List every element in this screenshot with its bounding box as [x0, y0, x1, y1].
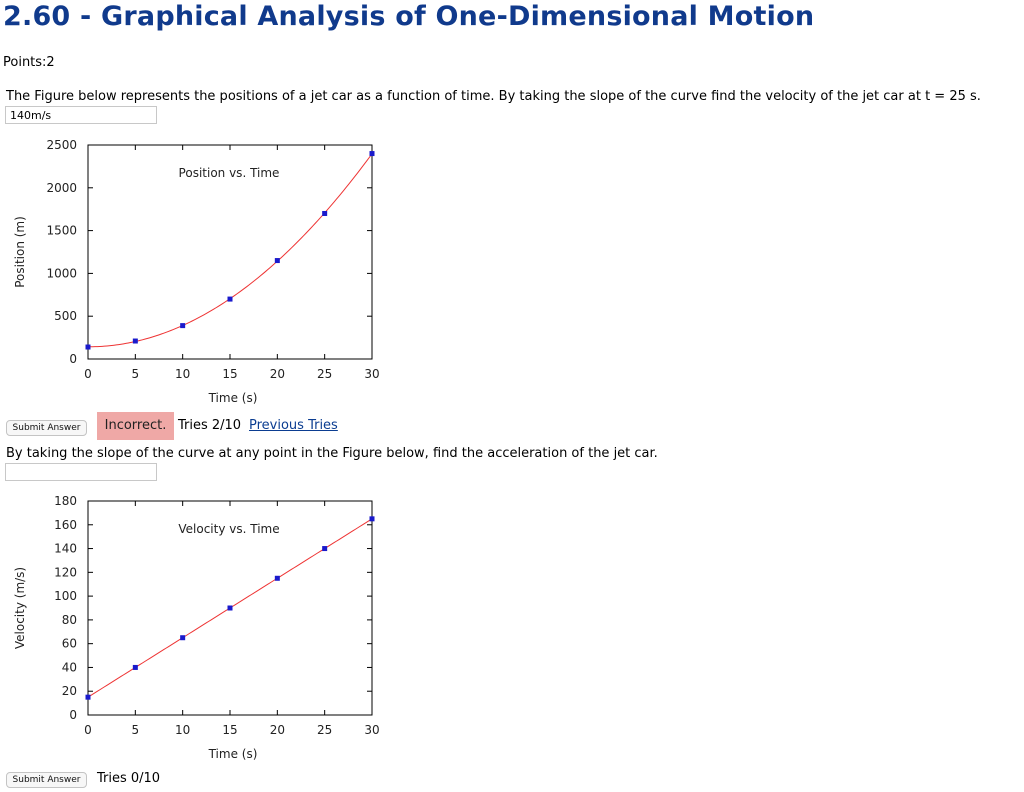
- chart2-x-tick-label: 20: [270, 723, 285, 737]
- chart2-data-point: [369, 516, 375, 522]
- question-1-submit-button[interactable]: Submit Answer: [6, 420, 87, 436]
- chart1-x-axis-label: Time (s): [208, 391, 258, 405]
- chart1-fit-curve: [87, 153, 373, 348]
- question-2-text: By taking the slope of the curve at any …: [6, 446, 658, 461]
- chart2-data-point: [85, 694, 91, 700]
- chart2-data-point: [322, 546, 328, 552]
- chart2-x-tick-label: 25: [317, 723, 332, 737]
- question-2-answer-input[interactable]: [5, 463, 157, 481]
- chart2-y-tick-label: 120: [54, 565, 77, 579]
- chart2-x-axis-label: Time (s): [208, 747, 258, 761]
- chart1-data-point: [132, 338, 138, 344]
- chart2-y-tick-label: 100: [54, 589, 77, 603]
- chart1-y-tick-label: 2500: [46, 138, 77, 152]
- chart1-data-point: [85, 344, 91, 350]
- chart2-y-tick-label: 160: [54, 518, 77, 532]
- chart2-y-tick-label: 180: [54, 494, 77, 508]
- chart1-y-tick-label: 1000: [46, 266, 77, 280]
- chart2-x-tick-label: 15: [222, 723, 237, 737]
- question-2-submit-button[interactable]: Submit Answer: [6, 772, 87, 788]
- question-1-tries-text: Tries 2/10: [178, 418, 242, 433]
- chart2-y-tick-label: 0: [69, 708, 77, 722]
- chart1-x-tick-label: 0: [84, 367, 92, 381]
- chart1-y-axis-label: Position (m): [13, 216, 27, 288]
- chart2-y-tick-label: 60: [62, 637, 77, 651]
- previous-tries-link[interactable]: Previous Tries: [249, 418, 338, 433]
- chart1-x-tick-label: 5: [132, 367, 140, 381]
- incorrect-status-badge: Incorrect.: [97, 412, 174, 440]
- question-1-text: The Figure below represents the position…: [6, 89, 981, 104]
- chart2-y-tick-label: 40: [62, 660, 77, 674]
- chart2-y-tick-label: 80: [62, 613, 77, 627]
- velocity-vs-time-chart: 0 5 10 15 20 25 30 0 20 40 60 80 100 120 140 160 180 Time…: [13, 494, 380, 761]
- chart1-y-tick-label: 0: [69, 352, 77, 366]
- chart2-chart-title: Velocity vs. Time: [178, 522, 279, 536]
- position-vs-time-chart: 0 5 10 15 20 25 30 0 500 1000 1500 2000 2500 Time (s)…: [13, 138, 380, 405]
- chart2-x-tick-label: 30: [364, 723, 379, 737]
- chart2-data-point: [180, 635, 186, 641]
- chart1-x-tick-label: 15: [222, 367, 237, 381]
- chart1-x-tick-label: 20: [270, 367, 285, 381]
- chart2-x-tick-label: 5: [132, 723, 140, 737]
- chart1-x-tick-label: 10: [175, 367, 190, 381]
- chart1-x-tick-label: 25: [317, 367, 332, 381]
- chart2-data-point: [132, 664, 138, 670]
- question-2-tries-text: Tries 0/10: [97, 771, 161, 786]
- chart2-data-point: [227, 605, 233, 611]
- chart1-data-point: [322, 210, 328, 216]
- chart1-data-point: [369, 151, 375, 157]
- chart2-y-tick-label: 140: [54, 542, 77, 556]
- chart1-data-point: [227, 296, 233, 302]
- chart1-chart-title: Position vs. Time: [179, 166, 280, 180]
- chart1-data-point: [180, 323, 186, 329]
- chart2-x-tick-label: 10: [175, 723, 190, 737]
- points-label: Points:2: [3, 55, 55, 70]
- chart2-y-axis-label: Velocity (m/s): [13, 567, 27, 649]
- chart2-data-point: [274, 575, 280, 581]
- chart1-x-tick-label: 30: [364, 367, 379, 381]
- chart2-y-tick-label: 20: [62, 684, 77, 698]
- question-1-answer-input[interactable]: [5, 106, 157, 124]
- page-title: 2.60 - Graphical Analysis of One-Dimensi…: [3, 1, 815, 32]
- chart2-x-tick-label: 0: [84, 723, 92, 737]
- chart1-y-tick-label: 2000: [46, 181, 77, 195]
- chart1-y-tick-label: 1500: [46, 224, 77, 238]
- chart1-data-point: [274, 258, 280, 264]
- chart1-y-tick-label: 500: [54, 309, 77, 323]
